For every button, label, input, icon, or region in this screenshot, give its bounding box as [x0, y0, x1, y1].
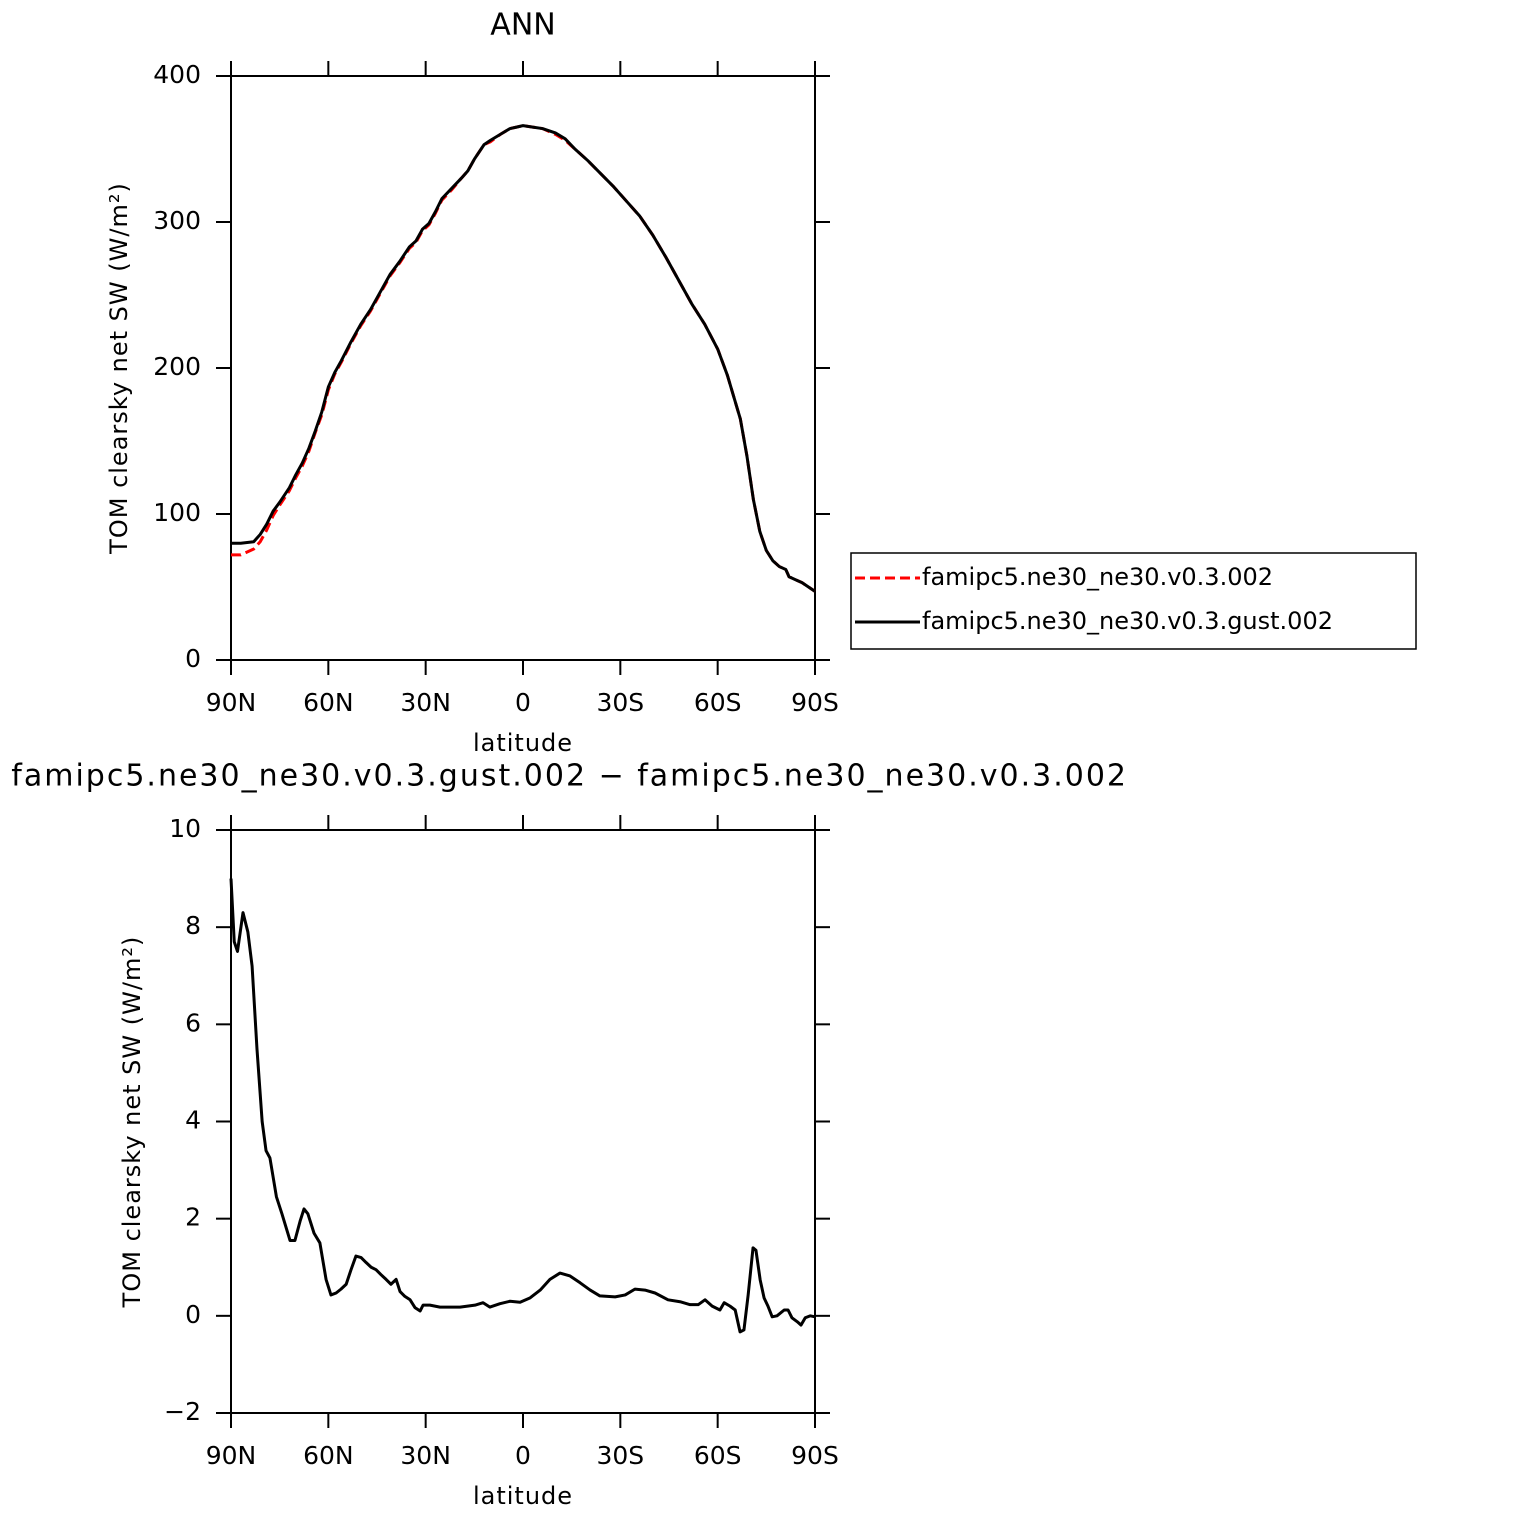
legend-label: famipc5.ne30_ne30.v0.3.002	[922, 563, 1273, 591]
plot-frame	[230, 829, 816, 1414]
y-tick-label: 10	[169, 814, 201, 843]
legend-box	[850, 552, 1417, 650]
y-tick-label: 2	[185, 1203, 201, 1232]
y-tick-label: 400	[153, 60, 201, 89]
y-tick-label: 6	[185, 1008, 201, 1037]
y-tick-label: 0	[185, 644, 201, 673]
x-tick-label: 90N	[206, 688, 257, 717]
x-tick-label: 60S	[694, 1441, 742, 1470]
x-tick-label: 60S	[694, 688, 742, 717]
y-tick-label: 8	[185, 911, 201, 940]
x-tick-label: 90N	[206, 1441, 257, 1470]
x-tick-label: 30S	[596, 1441, 644, 1470]
x-axis-label: latitude	[473, 1482, 573, 1510]
y-tick-label: 0	[185, 1300, 201, 1329]
x-tick-label: 60N	[303, 1441, 354, 1470]
x-tick-label: 60N	[303, 688, 354, 717]
x-tick-label: 30N	[400, 1441, 451, 1470]
x-tick-label: 90S	[791, 1441, 839, 1470]
chart-title: famipc5.ne30_ne30.v0.3.gust.002 − famipc…	[11, 759, 1128, 794]
x-tick-label: 30N	[400, 688, 451, 717]
y-tick-label: 200	[153, 352, 201, 381]
data-line	[229, 878, 816, 1334]
x-axis-label: latitude	[473, 729, 573, 757]
x-tick-label: 0	[515, 688, 531, 717]
plot-frame	[230, 75, 816, 661]
data-line	[231, 124, 816, 593]
y-tick-label: 300	[153, 206, 201, 235]
x-tick-label: 90S	[791, 688, 839, 717]
y-axis-label: TOM clearsky net SW (W/m²)	[118, 936, 146, 1309]
y-tick-label: 100	[153, 498, 201, 527]
x-tick-label: 30S	[596, 688, 644, 717]
legend-label: famipc5.ne30_ne30.v0.3.gust.002	[922, 607, 1333, 635]
y-axis-label: TOM clearsky net SW (W/m²)	[105, 182, 133, 555]
y-tick-label: −2	[164, 1397, 201, 1426]
y-tick-label: 4	[185, 1106, 201, 1135]
data-line	[231, 124, 816, 593]
x-tick-label: 0	[515, 1441, 531, 1470]
chart-title: ANN	[490, 8, 555, 43]
